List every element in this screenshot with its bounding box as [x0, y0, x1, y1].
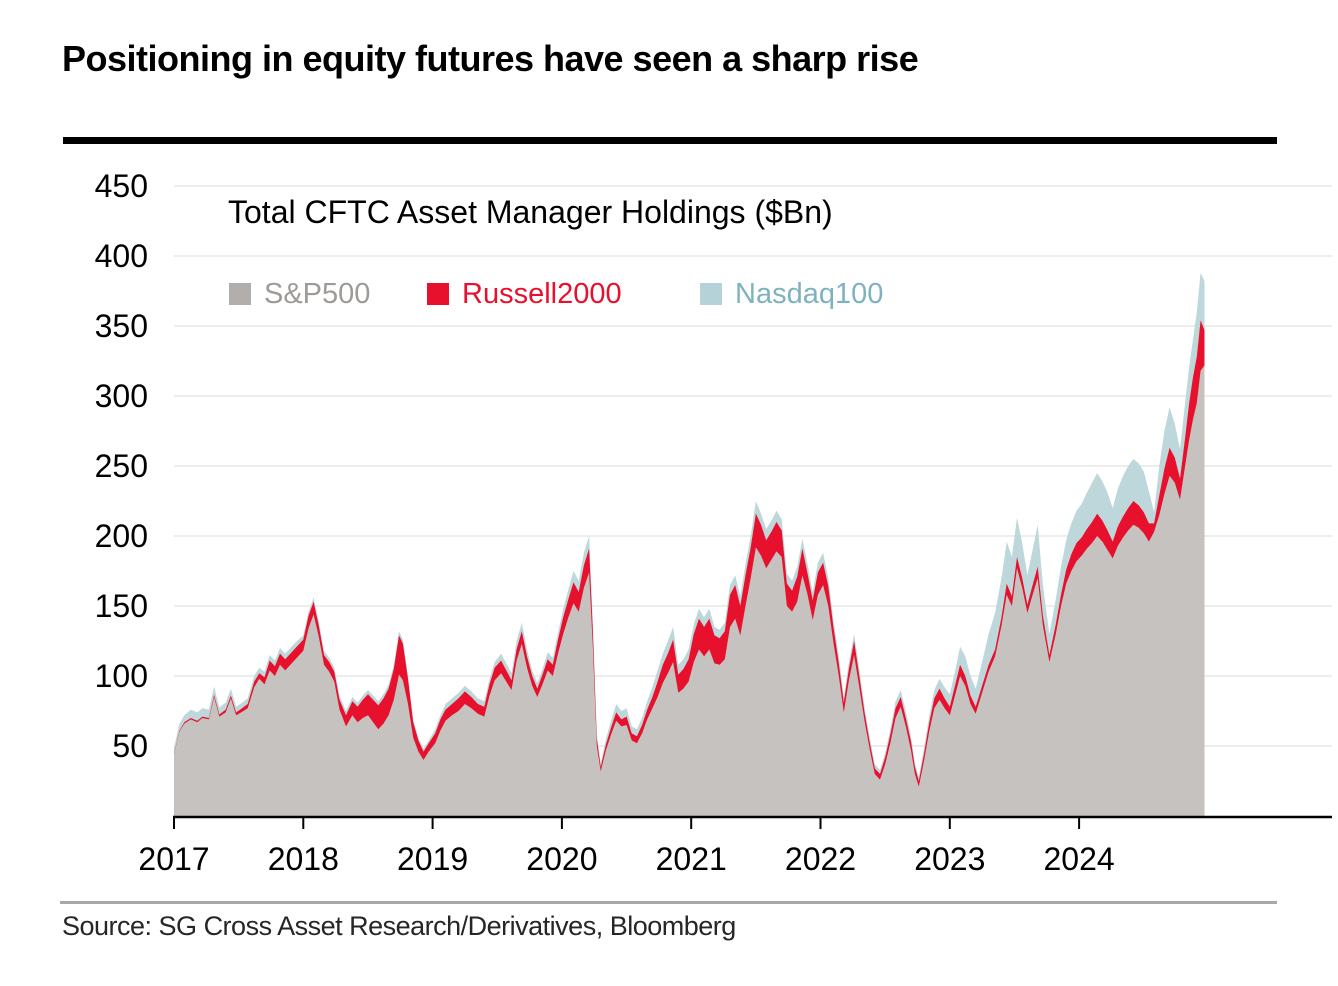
nasdaq100-swatch-icon [700, 283, 722, 305]
x-tick-label: 2018 [268, 841, 339, 877]
x-tick-label: 2024 [1044, 841, 1115, 877]
area-sp500 [174, 365, 1205, 816]
legend-label-russell2000: Russell2000 [462, 277, 622, 310]
title-rule-divider [63, 137, 1277, 144]
y-tick-label: 450 [95, 168, 148, 204]
y-tick-label: 150 [95, 588, 148, 624]
footer-divider [60, 901, 1277, 904]
y-tick-label: 50 [112, 728, 148, 764]
legend-label-sp500: S&P500 [264, 277, 371, 310]
y-tick-label: 350 [95, 308, 148, 344]
page-title: Positioning in equity futures have seen … [62, 38, 919, 79]
source-attribution: Source: SG Cross Asset Research/Derivati… [62, 911, 736, 941]
russell2000-swatch-icon [427, 283, 449, 305]
y-tick-label: 100 [95, 658, 148, 694]
legend-item-sp500: S&P500 [229, 278, 370, 310]
y-tick-label: 250 [95, 448, 148, 484]
x-tick-label: 2021 [656, 841, 727, 877]
legend-item-nasdaq100: Nasdaq100 [700, 278, 883, 310]
y-tick-label: 400 [95, 238, 148, 274]
x-tick-label: 2020 [526, 841, 597, 877]
y-tick-label: 200 [95, 518, 148, 554]
legend-label-nasdaq100: Nasdaq100 [735, 277, 884, 310]
chart-title: Total CFTC Asset Manager Holdings ($Bn) [228, 194, 833, 230]
x-tick-label: 2017 [138, 841, 209, 877]
x-tick-label: 2023 [914, 841, 985, 877]
y-tick-label: 300 [95, 378, 148, 414]
sp500-swatch-icon [229, 283, 251, 305]
x-tick-label: 2019 [397, 841, 468, 877]
legend-item-russell2000: Russell2000 [427, 278, 622, 310]
x-tick-label: 2022 [785, 841, 856, 877]
